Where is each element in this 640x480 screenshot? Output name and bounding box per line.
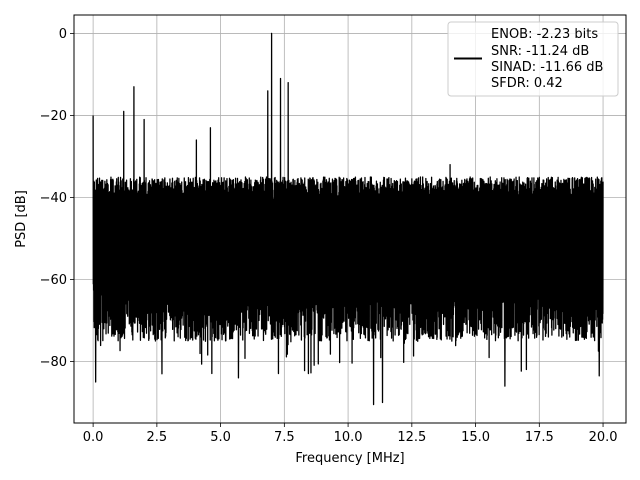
y-tick-label: −20 xyxy=(40,109,67,124)
plot-area xyxy=(92,32,604,406)
legend-entry-sinad: SINAD: -11.66 dB xyxy=(491,60,603,75)
x-tick-label: 7.5 xyxy=(274,430,295,445)
x-tick-label: 0.0 xyxy=(83,430,104,445)
y-axis-ticks: 0 −20 −40 −60 −80 xyxy=(40,27,74,370)
x-axis-ticks: 0.0 2.5 5.0 7.5 10.0 12.5 15.0 17.5 20.0 xyxy=(83,423,618,445)
x-tick-label: 17.5 xyxy=(525,430,554,445)
x-tick-label: 2.5 xyxy=(147,430,168,445)
x-tick-label: 12.5 xyxy=(397,430,426,445)
y-tick-label: −60 xyxy=(40,273,67,288)
y-tick-label: −80 xyxy=(40,355,67,370)
psd-series-line xyxy=(92,32,604,406)
axes-frame xyxy=(73,14,627,424)
x-tick-label: 20.0 xyxy=(589,430,618,445)
legend-box xyxy=(447,21,619,97)
legend: ENOB: -2.23 bits SNR: -11.24 dB SINAD: -… xyxy=(447,21,619,97)
y-axis-label: PSD [dB] xyxy=(14,190,29,248)
legend-entry-enob: ENOB: -2.23 bits xyxy=(491,27,598,42)
y-tick-label: −40 xyxy=(40,191,67,206)
y-tick-label: 0 xyxy=(59,27,67,42)
legend-entry-sfdr: SFDR: 0.42 xyxy=(491,76,563,91)
legend-entry-snr: SNR: -11.24 dB xyxy=(491,44,589,59)
x-tick-label: 5.0 xyxy=(210,430,231,445)
x-axis-label: Frequency [MHz] xyxy=(295,451,404,466)
series-layer xyxy=(92,32,604,406)
x-tick-label: 15.0 xyxy=(461,430,490,445)
x-tick-label: 10.0 xyxy=(334,430,363,445)
